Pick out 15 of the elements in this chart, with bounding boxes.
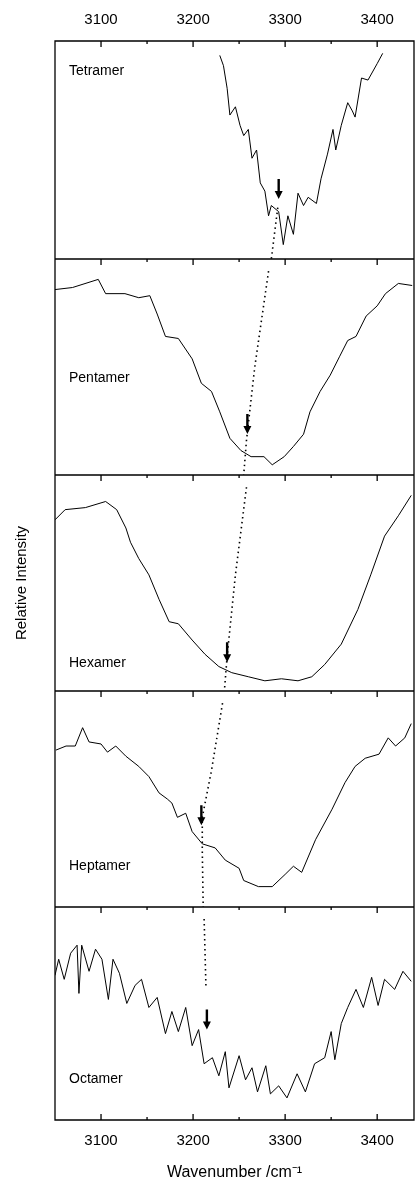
x-axis-title: Wavenumber /cm⁻¹ (166, 1162, 303, 1180)
y-axis-title: Relative Intensity (11, 525, 29, 641)
x-tick-label: 3300 (268, 10, 302, 28)
x-tick-label: 3400 (360, 10, 394, 28)
x-tick-label: 3100 (84, 1131, 118, 1149)
x-tick-label: 3200 (176, 1131, 210, 1149)
annotation: Tetramer (69, 62, 125, 79)
annotation: Octamer (69, 1070, 124, 1087)
annotation: Hexamer (69, 653, 127, 670)
annotation: Heptamer (69, 856, 131, 873)
x-tick-label: 3200 (176, 10, 210, 28)
x-tick-label: 3100 (84, 10, 118, 28)
x-tick-label: 3300 (268, 1131, 302, 1149)
x-tick-label: 3400 (360, 1131, 394, 1149)
annotation: Pentamer (69, 368, 131, 385)
